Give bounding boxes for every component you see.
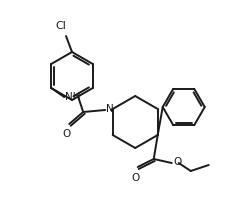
Text: N: N	[106, 104, 114, 114]
Text: O: O	[131, 173, 139, 183]
Text: O: O	[173, 157, 181, 167]
Text: O: O	[62, 129, 70, 139]
Text: NH: NH	[65, 92, 80, 102]
Text: Cl: Cl	[55, 21, 66, 31]
